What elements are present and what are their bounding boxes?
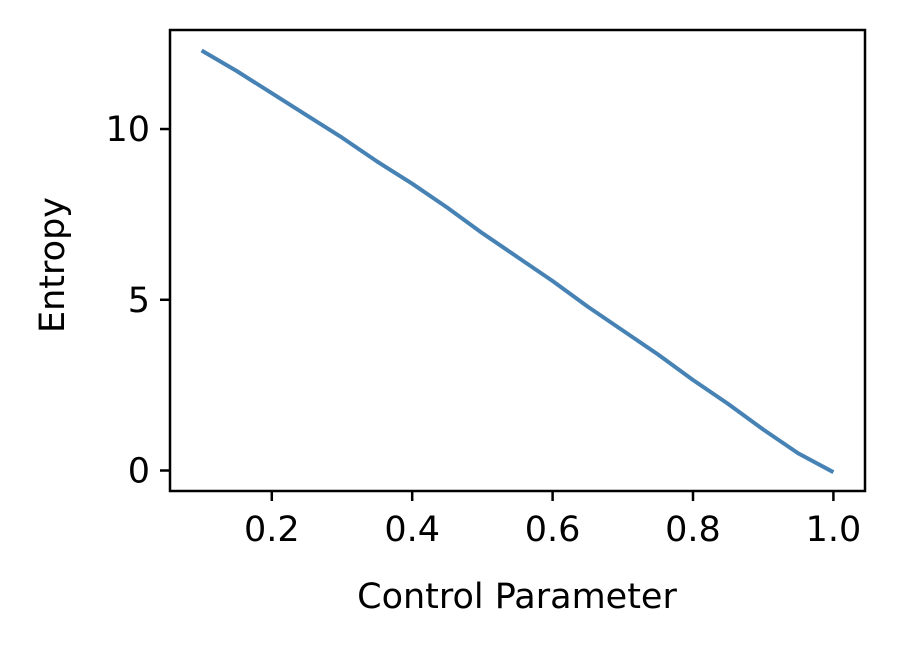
x-tick-label: 1.0 (806, 510, 862, 550)
x-axis-ticks: 0.2 0.4 0.6 0.8 1.0 (244, 491, 861, 550)
y-tick-label: 0 (128, 452, 150, 492)
y-tick-label: 10 (105, 110, 150, 150)
series-line-0 (200, 48, 835, 474)
x-tick-label: 0.4 (384, 510, 440, 550)
y-axis-ticks: 0 5 10 (105, 110, 170, 492)
plot-area-frame (168, 28, 867, 493)
y-tick-label: 5 (128, 281, 150, 321)
x-tick-label: 0.8 (665, 510, 721, 550)
x-tick-label: 0.6 (525, 510, 581, 550)
x-tick-label: 0.2 (244, 510, 300, 550)
y-axis-label: Entropy (33, 197, 73, 333)
series-layer (200, 48, 835, 474)
x-axis-label: Control Parameter (357, 577, 677, 617)
